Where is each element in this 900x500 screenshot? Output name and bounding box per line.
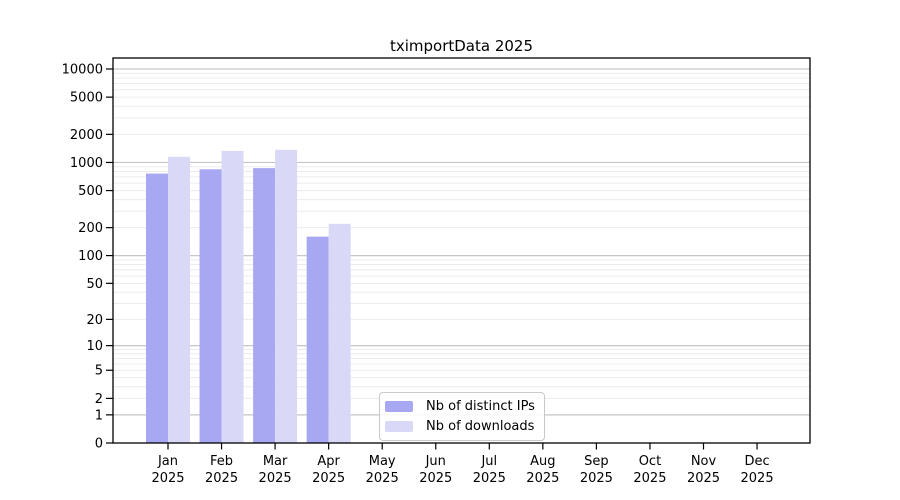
x-tick-label-month: May xyxy=(369,454,396,469)
chart-title: tximportData 2025 xyxy=(389,37,534,55)
y-tick-label: 50 xyxy=(86,277,103,292)
bar-apr-distinct-ips xyxy=(306,236,329,443)
x-tick-label-month: Jun xyxy=(425,454,446,469)
legend-item-downloads: Nb of downloads xyxy=(385,419,536,434)
x-tick-label-month: Feb xyxy=(210,454,233,469)
bar-mar-downloads xyxy=(275,149,298,443)
bar-jan-downloads xyxy=(168,156,190,443)
y-tick-label: 1 xyxy=(95,408,103,423)
x-tick-label-month: Aug xyxy=(530,454,555,469)
y-tick-label: 5000 xyxy=(70,91,103,106)
x-tick-label-year: 2025 xyxy=(312,471,345,486)
y-tick-label: 100 xyxy=(78,249,103,264)
chart-legend: Nb of distinct IPs Nb of downloads xyxy=(379,392,545,441)
bar-jan-distinct-ips xyxy=(146,173,168,444)
y-tick-label: 200 xyxy=(78,221,103,236)
x-tick-label-year: 2025 xyxy=(687,471,720,486)
y-tick-label: 1000 xyxy=(70,156,103,171)
plot-border xyxy=(112,57,811,444)
x-tick-label-year: 2025 xyxy=(366,471,399,486)
legend-label-downloads: Nb of downloads xyxy=(426,419,535,434)
x-tick-label-year: 2025 xyxy=(580,471,613,486)
y-tick-label: 2 xyxy=(95,392,103,407)
y-tick-label: 10 xyxy=(86,339,103,354)
y-tick-label: 2000 xyxy=(70,128,103,143)
bar-apr-downloads xyxy=(328,223,351,443)
x-tick-label-month: Mar xyxy=(263,454,288,469)
x-tick-label-year: 2025 xyxy=(259,471,292,486)
bar-feb-downloads xyxy=(221,150,244,444)
y-tick-label: 5 xyxy=(95,364,103,379)
x-tick-label-month: Sep xyxy=(584,454,609,469)
x-tick-label-year: 2025 xyxy=(205,471,238,486)
x-tick-label-year: 2025 xyxy=(633,471,666,486)
legend-swatch-downloads xyxy=(385,421,413,432)
y-tick-label: 10000 xyxy=(62,62,103,77)
legend-item-distinct-ips: Nb of distinct IPs xyxy=(385,399,536,414)
legend-swatch-distinct-ips xyxy=(385,401,413,412)
bar-feb-distinct-ips xyxy=(199,169,222,443)
y-tick-label: 20 xyxy=(86,313,103,328)
x-tick-label-year: 2025 xyxy=(151,471,184,486)
x-tick-label-month: Dec xyxy=(744,454,769,469)
bar-mar-distinct-ips xyxy=(253,168,276,443)
x-tick-label-month: Jul xyxy=(480,454,497,469)
y-tick-label: 500 xyxy=(78,184,103,199)
legend-label-distinct-ips: Nb of distinct IPs xyxy=(426,399,535,414)
y-tick-label: 0 xyxy=(95,437,103,452)
x-tick-label-month: Apr xyxy=(317,454,340,469)
x-tick-label-year: 2025 xyxy=(526,471,559,486)
x-tick-label-month: Nov xyxy=(691,454,717,469)
x-tick-label-year: 2025 xyxy=(473,471,506,486)
x-tick-label-month: Oct xyxy=(639,454,661,469)
x-tick-label-month: Jan xyxy=(157,454,178,469)
x-tick-label-year: 2025 xyxy=(741,471,774,486)
x-tick-label-year: 2025 xyxy=(419,471,452,486)
